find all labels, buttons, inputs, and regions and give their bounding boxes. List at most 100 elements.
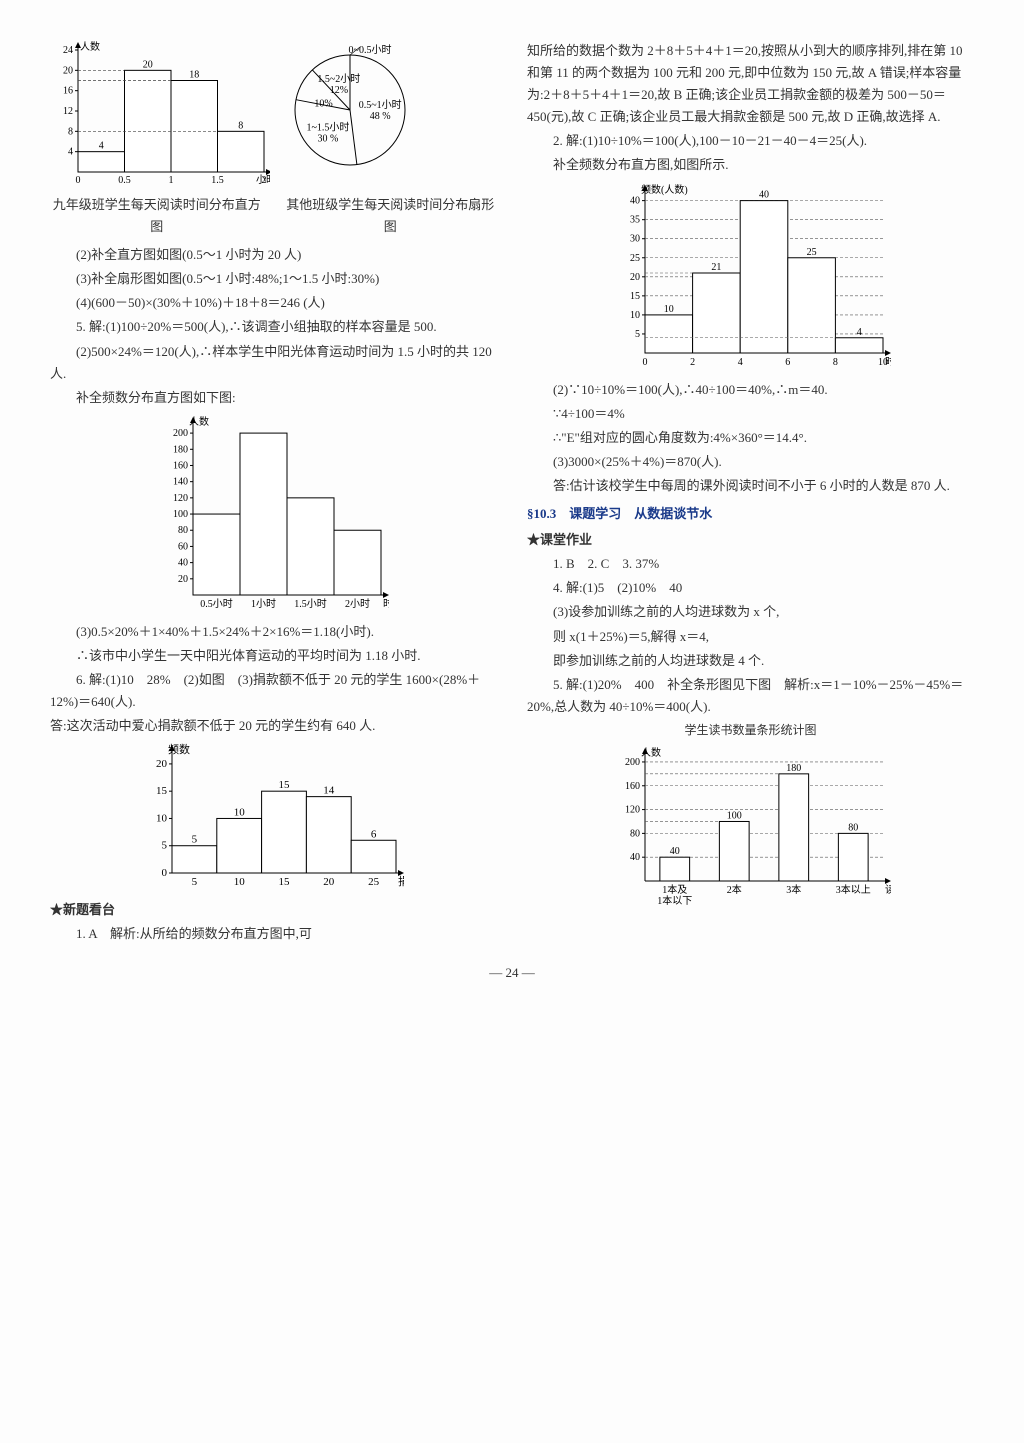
- svg-text:160: 160: [625, 781, 640, 792]
- svg-text:3本以上: 3本以上: [835, 883, 870, 896]
- svg-text:3本: 3本: [786, 883, 801, 896]
- svg-text:1: 1: [169, 175, 174, 186]
- svg-text:20: 20: [156, 758, 168, 770]
- chart2: 204060801001201401601802000.5小时1小时1.5小时2…: [159, 415, 389, 615]
- r-cont: 知所给的数据个数为 2＋8＋5＋4＋1＝20,按照从小到大的顺序排列,排在第 1…: [527, 40, 974, 128]
- svg-text:小时: 小时: [256, 174, 270, 186]
- r-a4b: (3)设参加训练之前的人均进球数为 x 个,: [527, 601, 974, 623]
- r-a5: 5. 解:(1)20% 400 补全条形图见下图 解析:x＝1－10%－25%－…: [527, 674, 974, 718]
- svg-text:1本以下: 1本以下: [657, 894, 692, 907]
- r-q2g: 答:估计该校学生中每周的课外阅读时间不小于 6 小时的人数是 870 人.: [527, 475, 974, 497]
- svg-text:5: 5: [191, 876, 197, 888]
- svg-text:4: 4: [737, 357, 742, 368]
- right-column: 知所给的数据个数为 2＋8＋5＋4＋1＝20,按照从小到大的顺序排列,排在第 1…: [527, 40, 974, 948]
- text-q3: (3)补全扇形图如图(0.5～1 小时:48%;1～1.5 小时:30%): [50, 268, 497, 290]
- caption-right: 其他班级学生每天阅读时间分布扇形图: [284, 194, 498, 238]
- svg-text:40: 40: [759, 189, 769, 200]
- svg-text:12: 12: [63, 106, 73, 117]
- r-a4d: 即参加训练之前的人均进球数是 4 个.: [527, 650, 974, 672]
- svg-text:人数: 人数: [80, 40, 100, 53]
- svg-text:人数: 人数: [641, 746, 661, 759]
- svg-text:200: 200: [625, 757, 640, 768]
- text-q5b: (2)500×24%＝120(人),∴样本学生中阳光体育运动时间为 1.5 小时…: [50, 341, 497, 385]
- svg-text:100: 100: [726, 811, 741, 822]
- r-q2f: (3)3000×(25%＋4%)＝870(人).: [527, 451, 974, 473]
- r-q2d: ∵4÷100＝4%: [527, 403, 974, 425]
- svg-text:0: 0: [161, 867, 167, 879]
- svg-text:10: 10: [663, 303, 673, 314]
- svg-text:20: 20: [178, 574, 188, 585]
- svg-text:1.5小时: 1.5小时: [294, 598, 327, 610]
- svg-text:80: 80: [178, 525, 188, 536]
- svg-text:4: 4: [68, 147, 73, 158]
- svg-text:80: 80: [848, 823, 858, 834]
- text-q5d: (3)0.5×20%＋1×40%＋1.5×24%＋2×16%＝1.18(小时).: [50, 621, 497, 643]
- svg-text:180: 180: [786, 763, 801, 774]
- svg-text:1本及: 1本及: [662, 883, 687, 896]
- svg-text:12%: 12%: [330, 85, 348, 96]
- svg-text:6: 6: [370, 829, 376, 841]
- svg-text:60: 60: [178, 541, 188, 552]
- svg-text:人数: 人数: [189, 415, 209, 428]
- text-q6b: 答:这次活动中爱心捐款额不低于 20 元的学生约有 640 人.: [50, 715, 497, 737]
- svg-text:30 %: 30 %: [318, 134, 339, 145]
- svg-text:0: 0: [642, 357, 647, 368]
- svg-text:40: 40: [178, 557, 188, 568]
- text-q6a: 6. 解:(1)10 28% (2)如图 (3)捐款额不低于 20 元的学生 1…: [50, 669, 497, 713]
- svg-text:6: 6: [785, 357, 790, 368]
- svg-text:20: 20: [630, 271, 640, 282]
- svg-text:1~1.5小时: 1~1.5小时: [306, 122, 349, 134]
- xt1: 1. A 解析:从所给的频数分布直方图中,可: [50, 923, 497, 945]
- r-q2c: (2)∵10÷10%＝100(人),∴40÷100＝40%,∴m＝40.: [527, 379, 974, 401]
- svg-text:1.5~2小时: 1.5~2小时: [317, 73, 360, 85]
- svg-text:0.5~1小时: 0.5~1小时: [359, 99, 402, 111]
- text-q2: (2)补全直方图如图(0.5～1 小时为 20 人): [50, 244, 497, 266]
- svg-text:140: 140: [173, 477, 188, 488]
- chart3: 051015205101514651015202530频数捐款额(元): [144, 743, 404, 893]
- left-column: 481216202442018800.511.52人数小时 0~0.5小时0.5…: [50, 40, 497, 948]
- svg-text:4: 4: [99, 141, 104, 152]
- svg-text:25: 25: [806, 246, 816, 257]
- svg-text:10: 10: [233, 807, 245, 819]
- svg-text:5: 5: [161, 840, 167, 852]
- svg-text:120: 120: [625, 805, 640, 816]
- svg-text:24: 24: [63, 45, 73, 56]
- svg-text:频数: 频数: [168, 743, 190, 756]
- svg-text:40: 40: [630, 852, 640, 863]
- section-head: §10.3 课题学习 从数据谈节水: [527, 503, 974, 525]
- xt-head: ★新题看台: [50, 899, 497, 921]
- r-a4c: 则 x(1＋25%)＝5,解得 x＝4,: [527, 626, 974, 648]
- svg-text:时间/小时: 时间/小时: [383, 597, 389, 610]
- svg-text:120: 120: [173, 493, 188, 504]
- svg-text:30: 30: [630, 233, 640, 244]
- page-number: — 24 —: [50, 962, 974, 984]
- svg-text:8: 8: [832, 357, 837, 368]
- svg-text:10: 10: [233, 876, 245, 888]
- svg-text:10%: 10%: [314, 98, 332, 109]
- svg-text:10: 10: [630, 309, 640, 320]
- text-q5c: 补全频数分布直方图如下图:: [50, 387, 497, 409]
- r-q2b: 补全频数分布直方图,如图所示.: [527, 154, 974, 176]
- text-q5e: ∴该市中小学生一天中阳光体育运动的平均时间为 1.18 小时.: [50, 645, 497, 667]
- chart5: 408012016020040100180801本及1本以下2本3本3本以上人数…: [611, 746, 891, 911]
- chart1-bar: 481216202442018800.511.52人数小时: [50, 40, 270, 190]
- text-q5a: 5. 解:(1)100÷20%＝500(人),∴该调查小组抽取的样本容量是 50…: [50, 316, 497, 338]
- svg-text:捐款额(元): 捐款额(元): [398, 874, 404, 888]
- svg-text:25: 25: [630, 252, 640, 263]
- svg-text:200: 200: [173, 428, 188, 439]
- svg-text:48 %: 48 %: [370, 111, 391, 122]
- svg-text:0.5小时: 0.5小时: [200, 598, 233, 610]
- svg-text:读书数量: 读书数量: [885, 883, 891, 896]
- svg-text:25: 25: [368, 876, 380, 888]
- r-a1: 1. B 2. C 3. 37%: [527, 553, 974, 575]
- svg-text:15: 15: [630, 290, 640, 301]
- svg-text:1小时: 1小时: [251, 598, 276, 610]
- text-q4: (4)(600－50)×(30%＋10%)＋18＋8＝246 (人): [50, 292, 497, 314]
- kt-head: ★课堂作业: [527, 529, 974, 551]
- svg-text:18: 18: [189, 70, 199, 81]
- svg-text:20: 20: [323, 876, 335, 888]
- svg-text:21: 21: [711, 262, 721, 273]
- svg-text:2: 2: [690, 357, 695, 368]
- chart4: 5101520253035401021402540246810频数(人数)时间/…: [611, 183, 891, 373]
- r-q2a: 2. 解:(1)10÷10%＝100(人),100－10－21－40－4＝25(…: [527, 130, 974, 152]
